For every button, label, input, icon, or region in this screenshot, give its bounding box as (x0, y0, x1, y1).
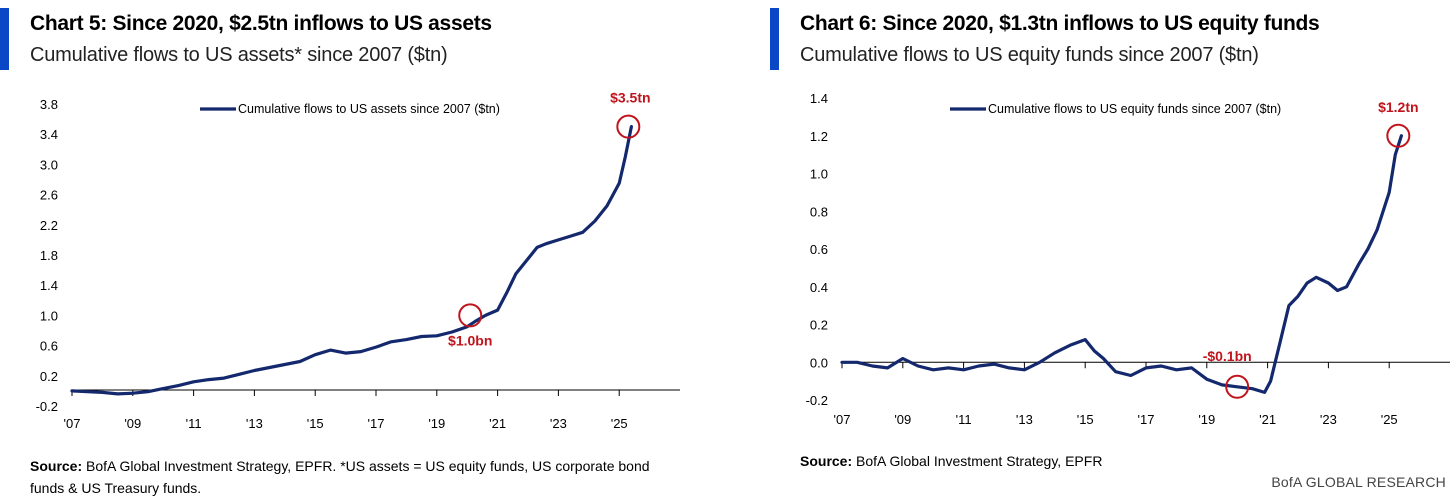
source-note: Source: BofA Global Investment Strategy,… (800, 450, 1440, 472)
series-line (70, 125, 633, 396)
y-tick-label: 3.8 (40, 97, 58, 112)
y-tick-label: 0.0 (810, 355, 828, 370)
source-text: BofA Global Investment Strategy, EPFR. *… (30, 458, 650, 496)
y-tick-label: 0.4 (810, 280, 828, 295)
y-tick-label: 2.6 (40, 188, 58, 203)
chart-5-plot: -0.2 0.2 0.6 1.0 1.4 1.8 2.2 2.6 3.0 3.4 3.8 '07 '09… (36, 90, 680, 431)
y-tick-label: 0.6 (810, 242, 828, 257)
chart-6-plot: -0.2 0.0 0.2 0.4 0.6 0.8 1.0 1.2 1.4 '07 '09 '11 '13… (806, 91, 1450, 427)
y-tick-label: 1.0 (810, 167, 828, 182)
annotation-circle (458, 303, 483, 328)
annotation-circle (1386, 123, 1411, 148)
annotation-label: $1.0bn (448, 332, 492, 348)
x-tick-label: '09 (124, 416, 141, 431)
source-label: Source: (30, 458, 83, 474)
chart-6-panel: Chart 6: Since 2020, $1.3tn inflows to U… (770, 0, 1456, 498)
y-tick-label: 3.4 (40, 127, 58, 142)
y-tick-label: 1.0 (40, 308, 58, 323)
title-accent-bar (770, 8, 779, 70)
y-tick-label: 0.2 (810, 318, 828, 333)
chart-5-panel: Chart 5: Since 2020, $2.5tn inflows to U… (0, 0, 700, 498)
title-accent-bar (0, 8, 9, 70)
annotation-label: $3.5tn (610, 90, 650, 106)
annotation-label: $1.2tn (1378, 99, 1418, 115)
legend-label: Cumulative flows to US assets since 2007… (238, 102, 500, 116)
y-tick-label: -0.2 (36, 399, 58, 414)
x-tick-label: '23 (550, 416, 567, 431)
y-tick-label: 1.8 (40, 248, 58, 263)
source-note: Source: BofA Global Investment Strategy,… (30, 455, 680, 499)
chart-title: Chart 5: Since 2020, $2.5tn inflows to U… (30, 12, 492, 35)
x-tick-label: '07 (834, 412, 851, 427)
y-tick-label: -0.2 (806, 393, 828, 408)
x-tick-label: '13 (1016, 412, 1033, 427)
x-tick-label: '15 (1077, 412, 1094, 427)
x-tick-label: '11 (186, 416, 202, 431)
annotation-label: -$0.1bn (1203, 348, 1252, 364)
chart-title: Chart 6: Since 2020, $1.3tn inflows to U… (800, 12, 1320, 35)
y-tick-label: 2.2 (40, 218, 58, 233)
x-tick-label: '07 (64, 416, 81, 431)
legend-label: Cumulative flows to US equity funds sinc… (988, 102, 1281, 116)
x-tick-label: '11 (956, 412, 972, 427)
chart-subtitle: Cumulative flows to US assets* since 200… (30, 44, 448, 66)
x-tick-label: '19 (428, 416, 445, 431)
x-tick-label: '21 (489, 416, 506, 431)
y-tick-label: 0.2 (40, 369, 58, 384)
y-tick-label: 1.4 (810, 91, 828, 106)
x-tick-label: '21 (1259, 412, 1276, 427)
y-tick-label: 1.2 (810, 129, 828, 144)
y-tick-label: 1.4 (40, 278, 58, 293)
y-tick-label: 0.6 (40, 339, 58, 354)
x-tick-label: '19 (1198, 412, 1215, 427)
chart-subtitle: Cumulative flows to US equity funds sinc… (800, 44, 1259, 66)
x-tick-label: '17 (1138, 412, 1155, 427)
source-text: BofA Global Investment Strategy, EPFR (856, 453, 1103, 469)
y-tick-label: 0.8 (810, 204, 828, 219)
x-tick-label: '09 (894, 412, 911, 427)
series-line (840, 134, 1403, 394)
annotation-circle (616, 114, 641, 139)
annotation-circle (1225, 374, 1250, 399)
x-tick-label: '13 (246, 416, 263, 431)
x-tick-label: '25 (1381, 412, 1398, 427)
x-tick-label: '15 (307, 416, 324, 431)
x-tick-label: '17 (368, 416, 385, 431)
x-tick-label: '23 (1320, 412, 1337, 427)
y-tick-label: 3.0 (40, 157, 58, 172)
x-tick-label: '25 (611, 416, 628, 431)
footer-brand: BofA GLOBAL RESEARCH (1271, 474, 1446, 490)
source-label: Source: (800, 453, 853, 469)
